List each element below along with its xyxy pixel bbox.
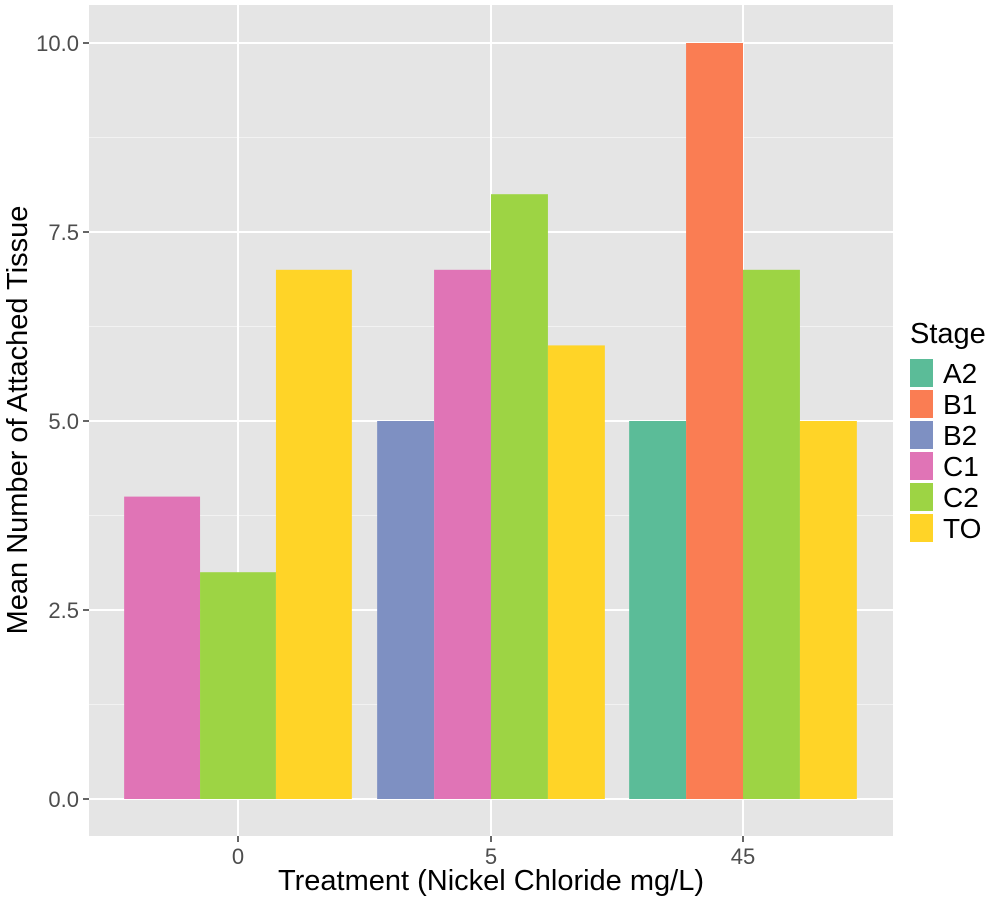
x-tick-label: 5 <box>485 844 497 869</box>
y-tick-label: 10.0 <box>36 31 79 56</box>
legend-key-b2 <box>910 421 933 449</box>
bars <box>124 43 857 799</box>
legend-label-c1: C1 <box>943 451 979 482</box>
legend-key-to <box>910 514 933 542</box>
bar-c1-5 <box>434 269 491 799</box>
y-axis: 0.0 2.5 5.0 7.5 10.0 <box>36 31 89 812</box>
x-tick-label: 45 <box>731 844 755 869</box>
legend-label-b1: B1 <box>943 389 977 420</box>
legend-label-to: TO <box>943 513 981 544</box>
legend-label-c2: C2 <box>943 482 979 513</box>
x-axis-title: Treatment (Nickel Chloride mg/L) <box>278 865 704 897</box>
x-axis: 0 5 45 <box>232 836 755 869</box>
y-tick-label: 0.0 <box>48 787 79 812</box>
y-axis-title: Mean Number of Attached Tissue <box>2 206 34 635</box>
bar-c2-45 <box>743 269 800 799</box>
bar-to-0 <box>275 269 352 799</box>
legend-key-b1 <box>910 390 933 418</box>
legend-key-c2 <box>910 483 933 511</box>
bar-to-45 <box>799 421 857 799</box>
legend-key-a2 <box>910 359 933 387</box>
bar-b2-5 <box>377 421 435 799</box>
bar-to-5 <box>547 345 605 799</box>
legend-label-b2: B2 <box>943 420 977 451</box>
bar-b1-45 <box>686 43 743 799</box>
y-tick-label: 7.5 <box>48 220 79 245</box>
y-tick-label: 2.5 <box>48 598 79 623</box>
bar-c1-0 <box>124 496 201 799</box>
legend-label-a2: A2 <box>943 358 977 389</box>
bar-c2-0 <box>200 572 276 799</box>
bar-a2-45 <box>629 421 687 799</box>
bar-c2-5 <box>491 194 548 799</box>
legend-title: Stage <box>910 318 986 350</box>
y-tick-label: 5.0 <box>48 409 79 434</box>
legend-key-c1 <box>910 452 933 480</box>
x-tick-label: 0 <box>232 844 244 869</box>
